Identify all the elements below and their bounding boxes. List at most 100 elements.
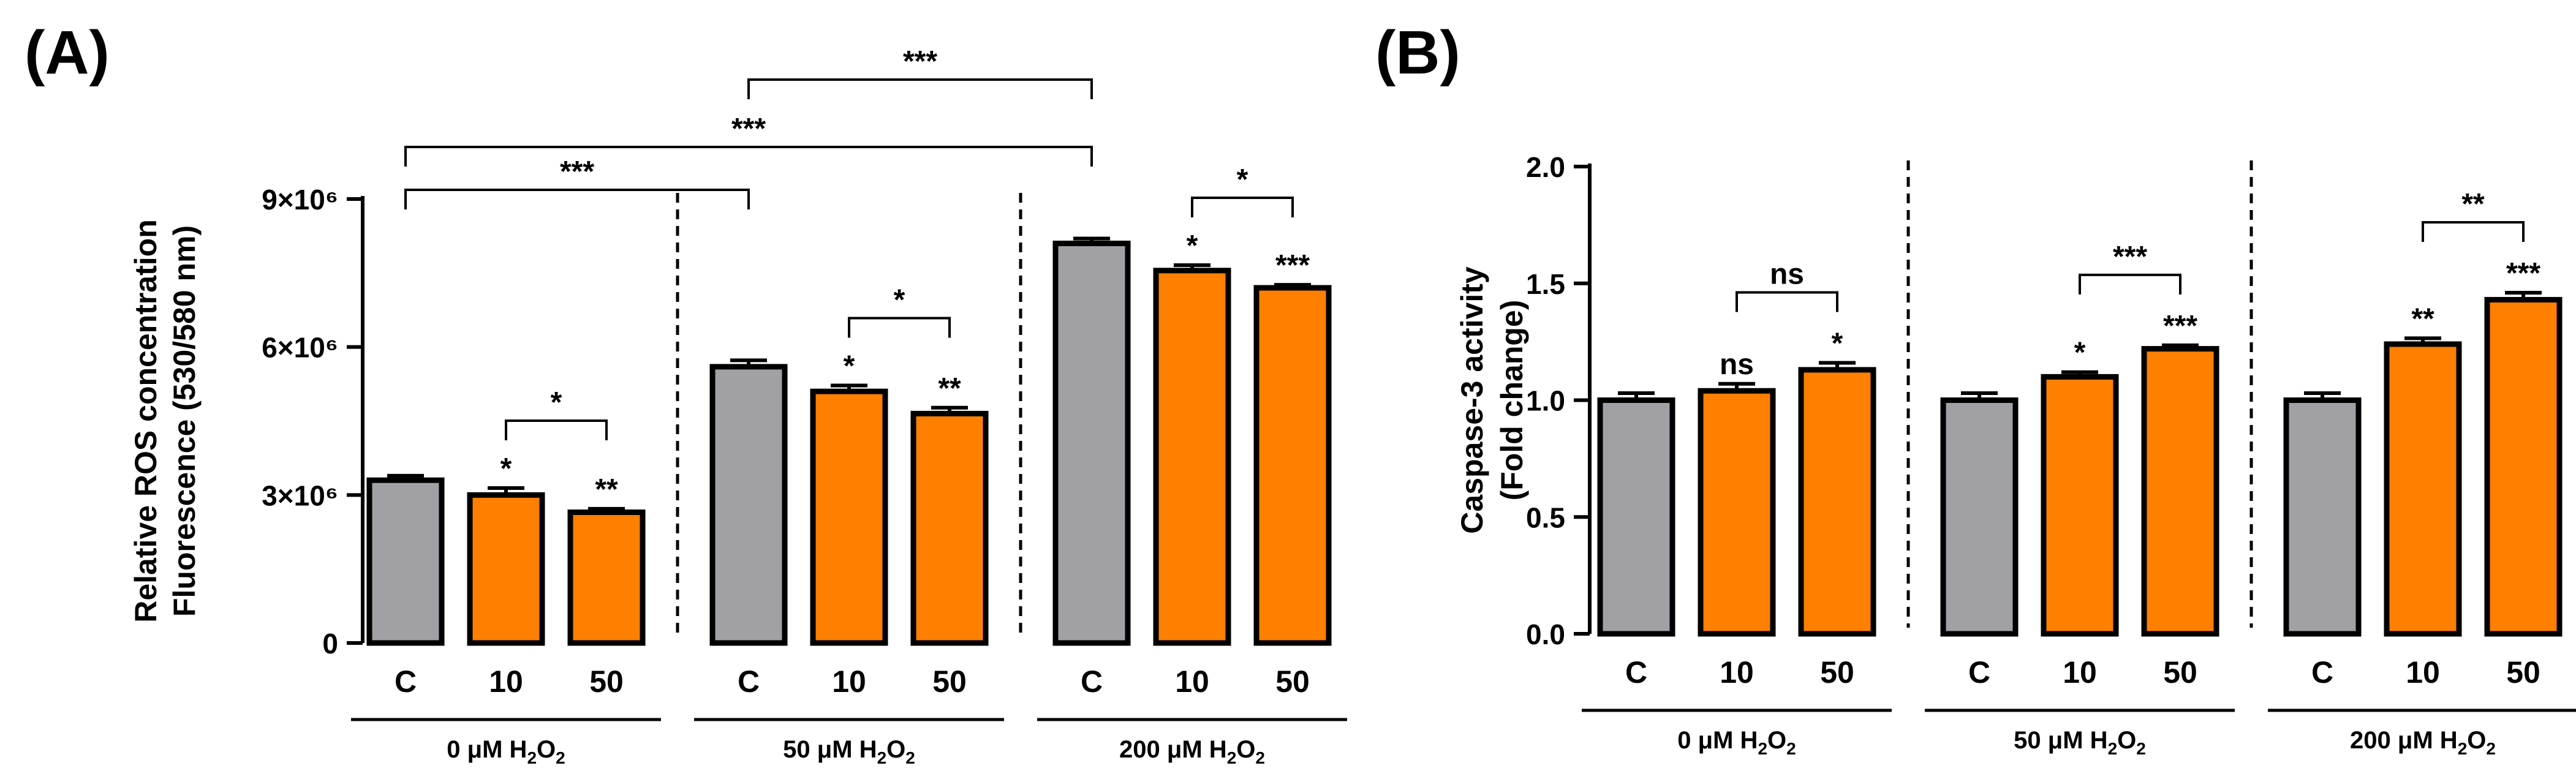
x-tick-label: 10 <box>489 664 523 699</box>
bar-b-3 <box>1940 397 2019 637</box>
significance-label: ns <box>1720 348 1754 381</box>
x-tick-label: C <box>395 664 417 699</box>
group-label: 200 μM H2O2 <box>1119 736 1265 767</box>
bracket-label: *** <box>2113 241 2147 273</box>
y-tick-label: 0.0 <box>1526 618 1565 650</box>
y-tick-label: 1.0 <box>1526 385 1565 417</box>
group-label-mid: O <box>537 736 556 763</box>
y-tick-label: 1.5 <box>1526 268 1565 300</box>
x-tick-label: C <box>2311 655 2333 690</box>
group-label-sub: 2 <box>2136 739 2146 758</box>
group-label-prefix: 200 μM H <box>1119 736 1227 763</box>
bar-a-3 <box>709 364 788 646</box>
group-label-mid: O <box>2117 727 2136 754</box>
group-label: 0 μM H2O2 <box>1677 727 1796 758</box>
group-label: 0 μM H2O2 <box>447 736 565 767</box>
group-label-mid: O <box>2467 727 2486 754</box>
bar-a-7 <box>1153 268 1231 646</box>
bracket-label: *** <box>560 156 594 188</box>
bar-a-1 <box>467 492 545 646</box>
y-tick-label: 0.5 <box>1526 502 1565 533</box>
y-tick-label: 2.0 <box>1526 151 1565 183</box>
bracket-label: ** <box>2461 188 2485 220</box>
x-tick-label: 10 <box>1175 664 1209 699</box>
significance-label: *** <box>2506 257 2540 290</box>
bar-b-6 <box>2283 397 2362 637</box>
bracket-label: * <box>894 284 905 317</box>
x-tick-label: C <box>738 664 760 699</box>
y-tick-label: 6×10⁶ <box>262 332 338 364</box>
significance-label: * <box>2074 337 2086 369</box>
bar-a-5 <box>910 410 989 646</box>
panel-label-b: (B) <box>1375 18 1460 87</box>
group-label: 50 μM H2O2 <box>2014 727 2146 758</box>
x-tick-label: C <box>1081 664 1103 699</box>
significance-label: *** <box>1275 249 1310 282</box>
group-label-prefix: 50 μM H <box>783 736 877 763</box>
group-label-sub: 2 <box>556 748 565 767</box>
bracket-label: * <box>1237 164 1248 196</box>
significance-label: * <box>844 350 855 383</box>
significance-label: *** <box>2163 310 2197 342</box>
group-label-prefix: 0 μM H <box>1677 727 1758 754</box>
significance-bracket <box>747 78 1093 99</box>
x-tick-label: 50 <box>1820 655 1854 690</box>
bar-a-2 <box>567 509 646 646</box>
group-label: 200 μM H2O2 <box>2350 727 2496 758</box>
y-axis-label-line1: Caspase-3 activity <box>1455 266 1489 534</box>
bracket-label: ns <box>1770 258 1804 290</box>
bracket-label: *** <box>731 113 766 145</box>
group-label-mid: O <box>1767 727 1786 754</box>
significance-bracket <box>1191 196 1294 217</box>
significance-label: ** <box>595 473 618 506</box>
significance-label: ** <box>2411 303 2434 335</box>
group-label-sub: 2 <box>1227 748 1237 767</box>
bar-b-0 <box>1597 397 1675 637</box>
bar-a-4 <box>810 388 888 646</box>
significance-label: ** <box>938 372 961 405</box>
group-label-prefix: 50 μM H <box>2014 727 2107 754</box>
significance-bracket <box>505 419 608 441</box>
x-tick-label: 50 <box>1275 664 1310 699</box>
panel-b-chart: (B) Caspase-3 activity (Fold change) 0.0 0.5… <box>1375 18 2576 758</box>
group-label-sub: 2 <box>2108 739 2118 758</box>
x-tick-label: 10 <box>832 664 866 699</box>
bracket-label: * <box>551 386 562 419</box>
y-tick-label: 9×10⁶ <box>262 184 338 216</box>
bar-a-8 <box>1253 285 1332 646</box>
group-label-mid: O <box>1236 736 1255 763</box>
bar-b-2 <box>1798 367 1876 637</box>
significance-label: * <box>1187 230 1198 262</box>
x-tick-label: 10 <box>2063 655 2097 690</box>
y-tick-label: 3×10⁶ <box>262 479 338 511</box>
group-label-prefix: 0 μM H <box>447 736 527 763</box>
group-label-sub: 2 <box>1786 739 1796 758</box>
bar-b-4 <box>2041 374 2119 637</box>
group-label-prefix: 200 μM H <box>2350 727 2458 754</box>
group-label-mid: O <box>886 736 905 763</box>
group-label-sub: 2 <box>1255 748 1265 767</box>
significance-bracket <box>2422 221 2525 242</box>
group-label-sub: 2 <box>905 748 915 767</box>
group-label: 50 μM H2O2 <box>783 736 915 767</box>
significance-label: * <box>1832 327 1843 359</box>
panel-a-chart: (A) Relative ROS concentration Fluorescenc… <box>25 18 1347 767</box>
bar-b-1 <box>1698 388 1776 637</box>
y-axis-label-line2: Fluorescence (530/580 nm) <box>167 225 202 617</box>
group-label-sub: 2 <box>2458 739 2468 758</box>
bar-b-7 <box>2384 341 2462 637</box>
significance-bracket <box>404 189 750 209</box>
bar-a-6 <box>1052 241 1131 646</box>
x-tick-label: C <box>1625 655 1647 690</box>
group-label-sub: 2 <box>2486 739 2496 758</box>
significance-bracket <box>2079 273 2181 295</box>
significance-bracket <box>1736 291 1838 312</box>
group-label-sub: 2 <box>1758 739 1767 758</box>
significance-bracket <box>848 317 951 338</box>
x-tick-label: 50 <box>2163 655 2197 690</box>
panel-label-a: (A) <box>25 18 110 87</box>
x-tick-label: 10 <box>1720 655 1754 690</box>
bar-b-5 <box>2141 346 2219 637</box>
bar-a-0 <box>366 477 445 646</box>
significance-label: * <box>500 453 512 485</box>
